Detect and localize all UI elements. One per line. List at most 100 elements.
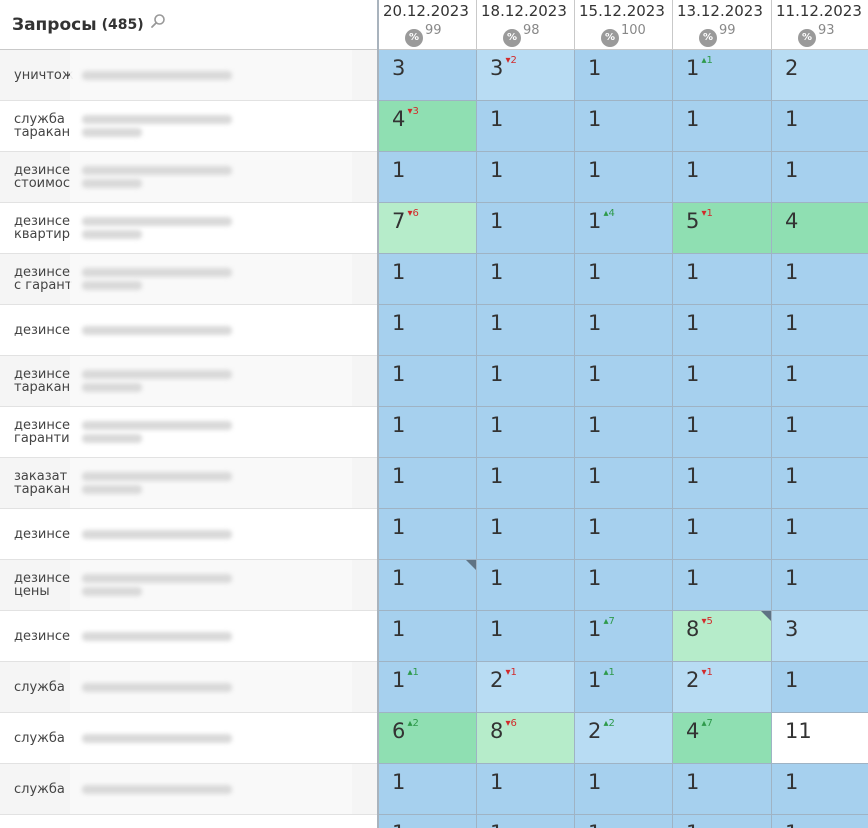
position-cell[interactable]: 1 [673,407,772,458]
position-cell[interactable]: 1 [772,560,868,611]
note-corner-icon[interactable] [466,560,476,570]
position-cell[interactable]: 6 ▴2 [379,713,477,764]
position-cell[interactable]: 1 [673,764,772,815]
position-cell[interactable]: 1 [379,305,477,356]
date-column-header[interactable]: 15.12.2023% 100 [575,0,673,50]
query-row[interactable]: дезинсе квартир [0,203,377,254]
position-cell[interactable]: 7 ▾6 [379,203,477,254]
position-cell[interactable]: 1 [575,815,673,828]
position-cell[interactable]: 1 ▴4 [575,203,673,254]
query-row[interactable]: уничтож [0,50,377,101]
position-cell[interactable]: 1 ▴7 [575,611,673,662]
position-cell[interactable]: 1 [673,560,772,611]
date-column-header[interactable]: 20.12.2023% 99 [379,0,477,50]
position-cell[interactable]: 1 [673,305,772,356]
position-cell[interactable]: 2 ▴2 [575,713,673,764]
position-cell[interactable]: 1 [379,152,477,203]
query-row[interactable]: заказат таракан [0,458,377,509]
position-cell[interactable]: 1 [673,509,772,560]
position-cell[interactable]: 1 [772,152,868,203]
position-cell[interactable]: 3 ▾2 [477,50,575,101]
position-cell[interactable]: 1 [477,407,575,458]
position-cell[interactable]: 1 [477,152,575,203]
position-cell[interactable]: 1 [575,560,673,611]
position-cell[interactable]: 3 [379,50,477,101]
date-column-header[interactable]: 11.12.2023% 93 [772,0,868,50]
position-cell[interactable]: 1 [772,407,868,458]
position-cell[interactable]: 1 [772,356,868,407]
position-cell[interactable]: 1 [477,611,575,662]
position-cell[interactable]: 4 ▴7 [673,713,772,764]
position-cell[interactable]: 1 [673,254,772,305]
position-cell[interactable]: 1 [673,356,772,407]
position-cell[interactable]: 1 [477,254,575,305]
query-row[interactable] [0,815,377,828]
query-row[interactable]: дезинсе гаранти [0,407,377,458]
date-column-header[interactable]: 13.12.2023% 99 [673,0,772,50]
position-cell[interactable]: 1 [772,101,868,152]
position-cell[interactable]: 1 [477,764,575,815]
position-cell[interactable]: 2 [772,50,868,101]
position-cell[interactable]: 1 [772,305,868,356]
position-cell[interactable]: 1 [379,764,477,815]
position-cell[interactable]: 4 [772,203,868,254]
position-cell[interactable]: 1 [379,509,477,560]
position-cell[interactable]: 1 [379,815,477,828]
position-cell[interactable]: 1 [477,356,575,407]
position-cell[interactable]: 1 [575,101,673,152]
position-cell[interactable]: 1 [772,458,868,509]
position-cell[interactable]: 1 [379,458,477,509]
position-cell[interactable]: 1 [772,254,868,305]
position-cell[interactable]: 1 [477,509,575,560]
position-cell[interactable]: 1 [477,305,575,356]
position-cell[interactable]: 8 ▾5 [673,611,772,662]
position-cell[interactable]: 1 [575,509,673,560]
position-cell[interactable]: 1 ▴1 [575,662,673,713]
position-cell[interactable]: 1 ▴1 [673,50,772,101]
position-cell[interactable]: 1 [575,305,673,356]
query-row[interactable]: дезинсе [0,509,377,560]
position-cell[interactable]: 1 [575,458,673,509]
query-row[interactable]: служба таракан [0,101,377,152]
position-cell[interactable]: 1 [379,356,477,407]
position-cell[interactable]: 1 [575,407,673,458]
position-cell[interactable]: 1 [477,203,575,254]
query-row[interactable]: служба [0,764,377,815]
position-cell[interactable]: 1 [575,152,673,203]
query-row[interactable]: дезинсе цены [0,560,377,611]
position-cell[interactable]: 3 [772,611,868,662]
position-cell[interactable]: 1 [477,458,575,509]
position-cell[interactable]: 1 [772,764,868,815]
position-cell[interactable]: 1 [673,815,772,828]
position-cell[interactable]: 2 ▾1 [477,662,575,713]
date-column-header[interactable]: 18.12.2023% 98 [477,0,575,50]
query-row[interactable]: дезинсе с гарант [0,254,377,305]
position-cell[interactable]: 1 [379,407,477,458]
position-cell[interactable]: 4 ▾3 [379,101,477,152]
position-cell[interactable]: 1 [379,560,477,611]
position-cell[interactable]: 1 ▴1 [379,662,477,713]
position-cell[interactable]: 1 [379,254,477,305]
position-cell[interactable]: 1 [673,458,772,509]
query-row[interactable]: дезинсе стоимос [0,152,377,203]
query-row[interactable]: дезинсе [0,611,377,662]
position-cell[interactable]: 1 [379,611,477,662]
query-row[interactable]: служба [0,713,377,764]
position-cell[interactable]: 1 [772,815,868,828]
search-icon[interactable] [150,13,166,29]
position-cell[interactable]: 11 [772,713,868,764]
query-row[interactable]: служба [0,662,377,713]
position-cell[interactable]: 1 [575,764,673,815]
position-cell[interactable]: 1 [772,662,868,713]
position-cell[interactable]: 5 ▾1 [673,203,772,254]
position-cell[interactable]: 8 ▾6 [477,713,575,764]
position-cell[interactable]: 1 [575,50,673,101]
position-cell[interactable]: 1 [673,152,772,203]
note-corner-icon[interactable] [761,611,771,621]
position-cell[interactable]: 1 [477,101,575,152]
position-cell[interactable]: 1 [477,560,575,611]
query-row[interactable]: дезинсе таракан [0,356,377,407]
position-cell[interactable]: 2 ▾1 [673,662,772,713]
position-cell[interactable]: 1 [575,356,673,407]
column-divider[interactable] [377,0,379,828]
